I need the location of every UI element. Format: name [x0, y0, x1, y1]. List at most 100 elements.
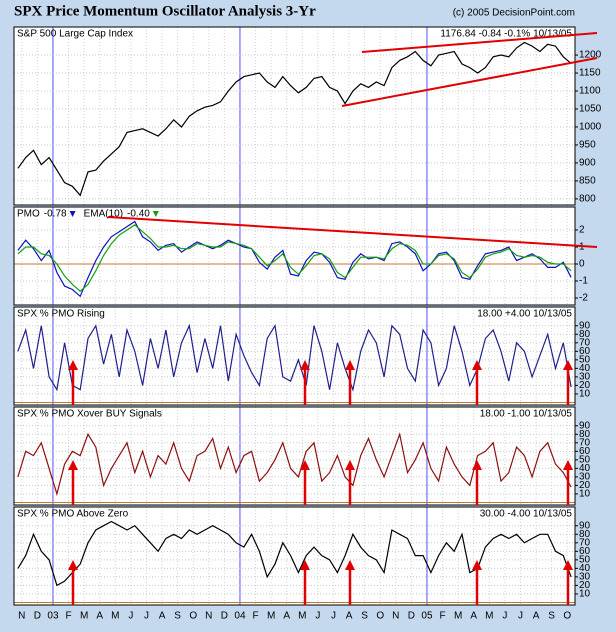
series-line: [17, 432, 572, 497]
y-tick-label: 1100: [579, 86, 601, 97]
y-tick-label: 60: [579, 546, 591, 557]
trend-line: [107, 216, 598, 248]
x-tick-label: A: [346, 611, 353, 622]
legend-arrow: [152, 211, 159, 217]
x-tick-label: D: [408, 611, 415, 622]
panel-border: [13, 406, 576, 506]
legend-arrow: [69, 211, 76, 217]
panel-border: [13, 26, 576, 206]
panel-title: SPX % PMO Xover BUY Signals: [17, 409, 162, 420]
trend-line: [361, 32, 598, 53]
x-tick-label: M: [111, 611, 119, 622]
x-tick-label: A: [96, 611, 103, 622]
series-line: [17, 224, 572, 292]
trend-line: [341, 57, 598, 107]
annotations: [68, 32, 598, 605]
y-tick-label: 40: [579, 563, 591, 574]
x-tick-label: M: [267, 611, 275, 622]
legend-name: EMA(10): [84, 209, 123, 220]
y-tick-label: 50: [579, 354, 591, 365]
x-tick-label: S: [361, 611, 368, 622]
x-tick-label: A: [470, 611, 477, 622]
y-tick-label: 40: [579, 363, 591, 374]
x-tick-label: M: [80, 611, 88, 622]
panel-title: S&P 500 Large Cap Index: [17, 29, 133, 40]
x-tick-label: A: [533, 611, 540, 622]
panel: [14, 407, 575, 505]
x-tick-label: M: [485, 611, 493, 622]
legend-name: PMO: [17, 209, 40, 220]
x-tick-label: J: [518, 611, 523, 622]
y-tick-label: 30: [579, 472, 591, 483]
y-tick-label: 80: [579, 329, 591, 340]
y-tick-label: 60: [579, 446, 591, 457]
x-tick-label: A: [283, 611, 290, 622]
x-tick-label: J: [128, 611, 133, 622]
x-tick-label: N: [205, 611, 212, 622]
y-tick-label: 30: [579, 372, 591, 383]
y-tick-label: 950: [579, 140, 596, 151]
x-tick-label: 05: [421, 611, 433, 622]
page-title: SPX Price Momentum Oscillator Analysis 3…: [14, 3, 316, 19]
y-tick-label: 20: [579, 480, 591, 491]
x-tick-label: S: [174, 611, 181, 622]
y-tick-label: 0: [579, 259, 585, 270]
y-tick-label: 800: [579, 194, 596, 205]
series-line: [17, 41, 572, 197]
x-tick-label: O: [189, 611, 197, 622]
y-tick-label: 50: [579, 454, 591, 465]
x-tick-label: 04: [234, 611, 246, 622]
legend-value: -0.40: [127, 209, 150, 220]
copyright: (c) 2005 DecisionPoint.com: [453, 8, 575, 19]
y-tick-label: 40: [579, 463, 591, 474]
y-tick-label: 1150: [579, 68, 601, 79]
y-tick-label: 1050: [579, 104, 602, 115]
panel-annotation: 18.00 -1.00 10/13/05: [480, 409, 573, 420]
x-tick-label: J: [502, 611, 507, 622]
x-tick-label: J: [144, 611, 149, 622]
y-tick-label: 50: [579, 554, 591, 565]
y-tick-label: 30: [579, 572, 591, 583]
x-tick-label: D: [34, 611, 41, 622]
x-tick-label: F: [439, 611, 445, 622]
y-tick-label: 1: [579, 242, 585, 253]
panel-annotation: 30.00 -4.00 10/13/05: [480, 509, 573, 520]
panel-annotation: 18.00 +4.00 10/13/05: [477, 309, 572, 320]
y-tick-label: 850: [579, 176, 596, 187]
y-tick-label: 1200: [579, 50, 602, 61]
y-tick-label: -2: [579, 293, 588, 304]
legend-value: -0.78: [44, 209, 67, 220]
y-tick-label: 20: [579, 580, 591, 591]
x-tick-label: F: [252, 611, 258, 622]
x-tick-label: S: [548, 611, 555, 622]
panel-border: [13, 306, 576, 406]
y-tick-label: 80: [579, 429, 591, 440]
y-tick-label: 90: [579, 420, 591, 431]
x-tick-label: 03: [47, 611, 59, 622]
y-tick-label: 70: [579, 537, 591, 548]
y-tick-label: 20: [579, 380, 591, 391]
x-tick-label: N: [392, 611, 399, 622]
x-tick-label: J: [315, 611, 320, 622]
x-tick-label: O: [376, 611, 384, 622]
y-tick-label: 10: [579, 589, 591, 600]
panel: [14, 27, 575, 205]
y-tick-label: 10: [579, 489, 591, 500]
x-tick-label: A: [159, 611, 166, 622]
y-tick-label: 10: [579, 389, 591, 400]
series-line: [17, 220, 572, 298]
x-tick-label: M: [454, 611, 462, 622]
panel-border: [13, 206, 576, 306]
x-tick-label: M: [298, 611, 306, 622]
x-tick-label: J: [331, 611, 336, 622]
x-tick-label: D: [221, 611, 228, 622]
panel-border: [13, 506, 576, 606]
panel: [14, 307, 575, 405]
x-tick-label: N: [18, 611, 25, 622]
y-tick-label: 90: [579, 520, 591, 531]
y-tick-label: 90: [579, 320, 591, 331]
panel: [14, 507, 575, 605]
y-tick-label: 60: [579, 346, 591, 357]
